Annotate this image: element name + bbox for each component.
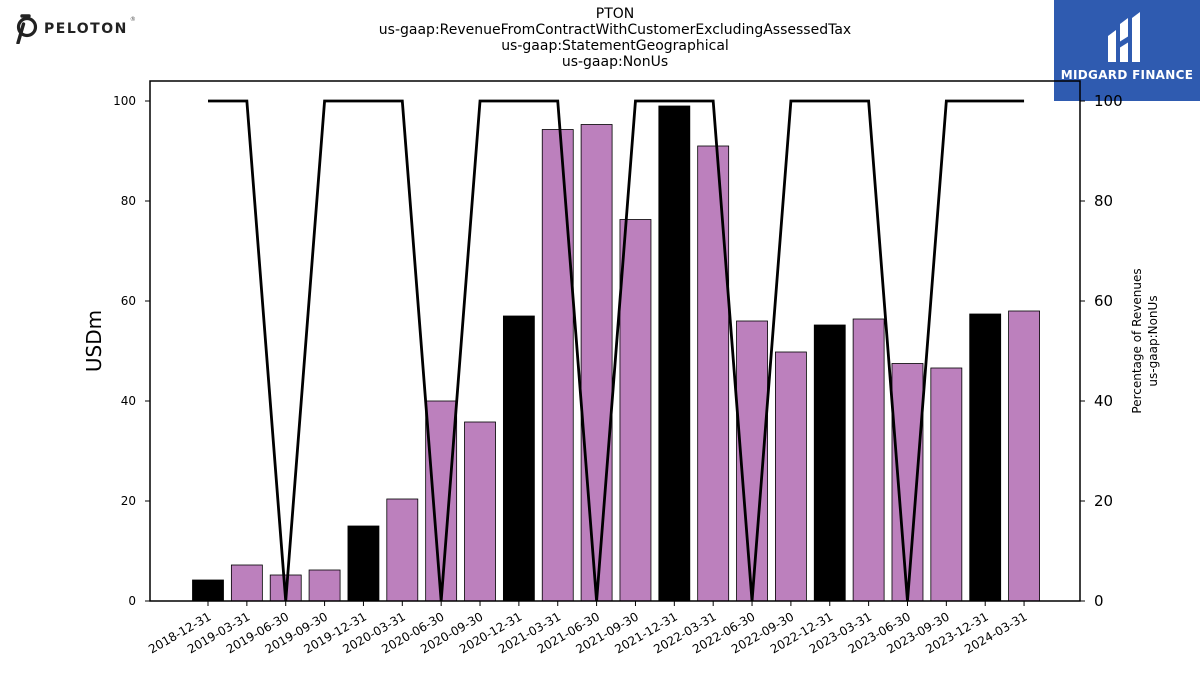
y-axis-right: 0 20 40 60 80 100 bbox=[1080, 92, 1123, 610]
bar-2021-12-31 bbox=[658, 105, 691, 602]
bar-2020-03-31 bbox=[386, 498, 419, 602]
plot-frame bbox=[149, 80, 1081, 602]
bar-2023-12-31 bbox=[969, 313, 1002, 602]
bar-2022-12-31 bbox=[813, 324, 846, 602]
midgard-logo-text: MIDGARD FINANCE bbox=[1060, 68, 1194, 82]
y2-tick-label: 40 bbox=[1094, 392, 1113, 410]
y-tick-label: 60 bbox=[121, 294, 136, 308]
bar-2022-09-30 bbox=[775, 351, 807, 602]
y-axis-label: USDm bbox=[82, 310, 106, 372]
y2-axis-label-line1: Percentage of Revenues bbox=[1130, 268, 1144, 413]
chart-title-ticker: PTON bbox=[595, 6, 635, 22]
bar-2020-09-30 bbox=[464, 421, 496, 602]
peloton-logo-icon bbox=[16, 14, 38, 44]
y2-tick-label: 60 bbox=[1094, 292, 1113, 310]
bar-2023-06-30 bbox=[891, 363, 924, 602]
y2-tick-label: 100 bbox=[1094, 92, 1123, 110]
bar-2024-03-31 bbox=[1008, 310, 1040, 602]
bar-2020-06-30 bbox=[425, 400, 458, 602]
bar-2020-12-31 bbox=[502, 315, 535, 602]
midgard-logo-icon bbox=[1108, 12, 1140, 62]
bar-2021-09-30 bbox=[619, 219, 652, 602]
registered-mark: ® bbox=[129, 16, 136, 23]
y-tick-label: 80 bbox=[121, 194, 136, 208]
bar-2022-03-31 bbox=[697, 145, 730, 602]
bar-2023-09-30 bbox=[930, 367, 963, 602]
y2-tick-label: 0 bbox=[1094, 592, 1104, 610]
bar-2018-12-31 bbox=[192, 579, 224, 602]
chart-title-member: us-gaap:NonUs bbox=[561, 54, 669, 70]
chart-title-block: PTON us-gaap:RevenueFromContractWithCust… bbox=[0, 6, 1200, 70]
bar-2021-06-30 bbox=[580, 124, 613, 602]
y-tick-label: 0 bbox=[128, 594, 136, 608]
y2-axis-label-line2: us-gaap:NonUs bbox=[1146, 295, 1160, 386]
bar-2019-03-31 bbox=[230, 564, 263, 602]
y-tick-label: 40 bbox=[121, 394, 136, 408]
peloton-logo-text: PELOTON bbox=[44, 21, 128, 37]
bar-2019-09-30 bbox=[308, 569, 341, 602]
bar-2019-12-31 bbox=[347, 525, 380, 602]
percentage-line bbox=[208, 99, 1025, 602]
y-tick-label: 20 bbox=[121, 494, 136, 508]
midgard-finance-logo: MIDGARD FINANCE bbox=[1054, 0, 1200, 101]
bar-series bbox=[192, 105, 1040, 602]
x-axis: 2018-12-312019-03-312019-06-302019-09-30… bbox=[146, 601, 1030, 656]
chart-title-concept: us-gaap:RevenueFromContractWithCustomerE… bbox=[378, 22, 852, 38]
bar-2023-03-31 bbox=[852, 318, 885, 602]
peloton-logo: PELOTON ® bbox=[14, 14, 136, 44]
line-series bbox=[208, 99, 1025, 602]
y-axis-left: 0 20 40 60 80 100 bbox=[113, 94, 150, 608]
y2-tick-label: 80 bbox=[1094, 192, 1113, 210]
chart-title-axis: us-gaap:StatementGeographical bbox=[501, 38, 729, 54]
y2-tick-label: 20 bbox=[1094, 492, 1113, 510]
bar-2021-03-31 bbox=[541, 129, 574, 602]
y-tick-label: 100 bbox=[113, 94, 136, 108]
